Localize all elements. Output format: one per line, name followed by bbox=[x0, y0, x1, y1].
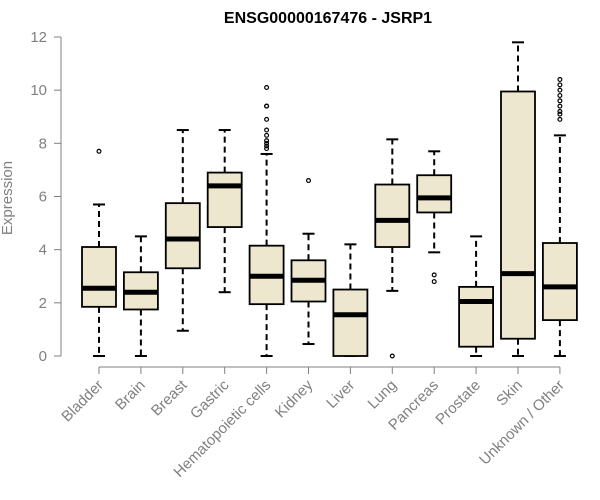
box-7 bbox=[374, 183, 411, 248]
outlier-11-4 bbox=[557, 98, 563, 104]
outlier-5-0 bbox=[306, 178, 312, 184]
box-group-4 bbox=[248, 85, 285, 357]
outlier-7-0 bbox=[389, 353, 395, 359]
outlier-4-9 bbox=[264, 85, 270, 91]
outlier-11-5 bbox=[557, 92, 563, 98]
y-tick-label-2: 4 bbox=[39, 242, 47, 259]
box-series bbox=[81, 41, 578, 359]
y-axis-label: Expression bbox=[0, 161, 16, 235]
box-2 bbox=[164, 202, 201, 270]
outlier-4-1 bbox=[264, 143, 270, 149]
outlier-11-2 bbox=[557, 108, 563, 114]
box-group-10 bbox=[500, 41, 536, 357]
chart-title: ENSG00000167476 - JSRP1 bbox=[224, 10, 432, 27]
x-tick-label-9: Prostate bbox=[432, 377, 484, 429]
outlier-11-6 bbox=[557, 87, 563, 93]
outlier-11-8 bbox=[557, 77, 563, 83]
outlier-0-0 bbox=[96, 148, 102, 154]
outlier-8-1 bbox=[431, 272, 437, 278]
x-tick-label-5: Kidney bbox=[272, 376, 317, 421]
y-tick-label-5: 10 bbox=[30, 82, 47, 99]
x-tick-label-1: Brain bbox=[112, 377, 149, 414]
box-group-0 bbox=[81, 148, 117, 357]
box-6 bbox=[332, 288, 369, 357]
y-tick-label-3: 6 bbox=[39, 189, 47, 206]
box-0 bbox=[81, 246, 117, 308]
x-tick-label-10: Skin bbox=[493, 377, 526, 410]
box-group-9 bbox=[458, 235, 495, 357]
box-group-2 bbox=[164, 129, 201, 332]
x-tick-label-6: Liver bbox=[323, 377, 358, 412]
box-group-7 bbox=[374, 138, 411, 359]
box-9 bbox=[458, 285, 495, 348]
outlier-4-6 bbox=[264, 116, 270, 122]
box-11 bbox=[542, 242, 578, 322]
outlier-4-3 bbox=[264, 138, 270, 144]
box-group-6 bbox=[332, 243, 369, 357]
outlier-4-4 bbox=[264, 132, 270, 138]
y-tick-label-4: 8 bbox=[39, 135, 47, 152]
outlier-4-8 bbox=[264, 103, 270, 109]
outlier-8-0 bbox=[431, 279, 437, 285]
y-tick-label-1: 2 bbox=[39, 295, 47, 312]
box-group-3 bbox=[206, 129, 243, 294]
box-group-5 bbox=[290, 178, 327, 346]
x-tick-label-2: Breast bbox=[148, 376, 191, 419]
box-8 bbox=[416, 174, 453, 214]
x-tick-label-0: Bladder bbox=[58, 377, 107, 426]
y-tick-label-0: 0 bbox=[39, 348, 47, 365]
outlier-11-0 bbox=[557, 116, 563, 122]
box-3 bbox=[206, 171, 243, 228]
outlier-11-1 bbox=[557, 111, 563, 117]
outlier-4-5 bbox=[264, 127, 270, 133]
box-group-1 bbox=[123, 235, 159, 357]
box-group-8 bbox=[416, 150, 453, 285]
outlier-4-2 bbox=[264, 140, 270, 146]
outlier-11-7 bbox=[557, 82, 563, 88]
box-10 bbox=[500, 90, 536, 340]
x-tick-label-7: Lung bbox=[365, 377, 401, 413]
y-tick-label-6: 12 bbox=[30, 29, 47, 46]
y-axis: 0 2 4 6 8 10 12 bbox=[30, 29, 62, 365]
box-group-11 bbox=[542, 77, 578, 357]
outlier-11-3 bbox=[557, 103, 563, 109]
outlier-4-0 bbox=[264, 146, 270, 152]
